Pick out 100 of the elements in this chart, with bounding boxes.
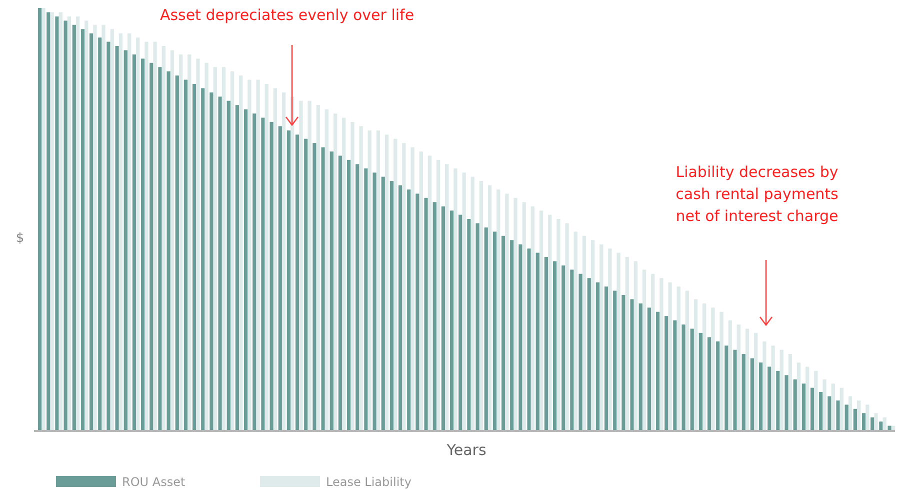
bar xyxy=(527,248,531,430)
bar xyxy=(716,341,720,430)
bar xyxy=(600,244,604,430)
bar xyxy=(522,202,526,430)
bar xyxy=(806,366,810,430)
bar xyxy=(758,362,763,430)
bar xyxy=(390,181,394,430)
bar xyxy=(530,206,535,430)
bar xyxy=(226,100,230,430)
bar xyxy=(321,147,325,430)
bar xyxy=(210,92,214,430)
bar xyxy=(170,50,174,430)
bar xyxy=(398,185,402,430)
bar xyxy=(153,42,157,430)
bar xyxy=(539,210,544,430)
bar xyxy=(694,299,698,430)
bar xyxy=(162,46,166,430)
legend-label: Lease Liability xyxy=(326,475,412,489)
bar xyxy=(750,358,754,430)
bar xyxy=(862,413,866,430)
bar xyxy=(582,236,586,430)
bar xyxy=(664,316,668,430)
bar xyxy=(570,270,574,430)
bar xyxy=(682,324,686,430)
bar xyxy=(252,114,256,430)
bar xyxy=(239,76,243,430)
bar xyxy=(510,240,514,430)
bar xyxy=(853,408,858,430)
bar xyxy=(780,350,784,430)
bar xyxy=(132,54,136,430)
bar xyxy=(518,244,522,430)
bar xyxy=(445,164,449,430)
bar xyxy=(848,396,852,430)
bar xyxy=(673,320,677,430)
bar xyxy=(204,62,208,430)
bar xyxy=(690,328,694,430)
bar xyxy=(728,320,732,430)
bar xyxy=(110,29,114,430)
bar xyxy=(888,426,892,430)
bar xyxy=(514,198,518,430)
bar xyxy=(64,20,68,430)
bar xyxy=(784,375,788,430)
bar xyxy=(724,346,728,430)
bar xyxy=(312,143,316,430)
bar xyxy=(702,303,706,430)
bar xyxy=(248,80,252,430)
bar xyxy=(552,261,557,430)
bar xyxy=(879,422,883,430)
bar xyxy=(261,118,265,430)
bar xyxy=(574,232,578,430)
bar xyxy=(381,176,385,430)
bar xyxy=(124,50,128,430)
bar xyxy=(127,33,132,430)
bar xyxy=(754,332,758,430)
bar xyxy=(201,88,205,430)
bar xyxy=(102,24,106,430)
bar xyxy=(278,126,282,430)
bar xyxy=(42,8,46,430)
bar xyxy=(882,417,886,430)
bar xyxy=(771,346,775,430)
bar xyxy=(72,24,76,430)
bar xyxy=(660,278,664,430)
bar xyxy=(356,164,360,430)
bar xyxy=(273,88,278,430)
bar xyxy=(38,8,42,430)
bar xyxy=(822,379,826,430)
bar xyxy=(698,332,703,430)
bar xyxy=(470,176,474,430)
bar xyxy=(84,20,88,430)
bar xyxy=(304,138,308,430)
bar xyxy=(458,214,462,430)
bar xyxy=(419,151,423,430)
bar xyxy=(742,354,746,430)
bar xyxy=(244,109,248,430)
bar xyxy=(488,185,492,430)
bar xyxy=(616,252,620,430)
bar xyxy=(436,160,440,430)
annotation: Asset depreciates evenly over life xyxy=(160,6,414,24)
bar xyxy=(720,312,724,430)
bar xyxy=(213,67,217,430)
bar xyxy=(613,290,617,430)
bar xyxy=(836,400,840,430)
bar xyxy=(745,328,750,430)
bar xyxy=(410,147,414,430)
bar xyxy=(364,168,368,430)
bar xyxy=(622,294,626,430)
bar xyxy=(368,130,372,430)
bar xyxy=(407,189,411,430)
bar xyxy=(596,282,600,430)
bar xyxy=(46,12,50,430)
annotation: Liability decreases by cash rental payments net of interest charge xyxy=(676,163,839,225)
bar xyxy=(866,404,870,430)
bar xyxy=(384,134,389,430)
bar xyxy=(762,341,766,430)
bar xyxy=(308,100,312,430)
bar xyxy=(505,194,509,430)
bar xyxy=(484,227,488,430)
bar xyxy=(625,256,629,430)
bar xyxy=(501,236,506,430)
bar xyxy=(295,134,300,430)
